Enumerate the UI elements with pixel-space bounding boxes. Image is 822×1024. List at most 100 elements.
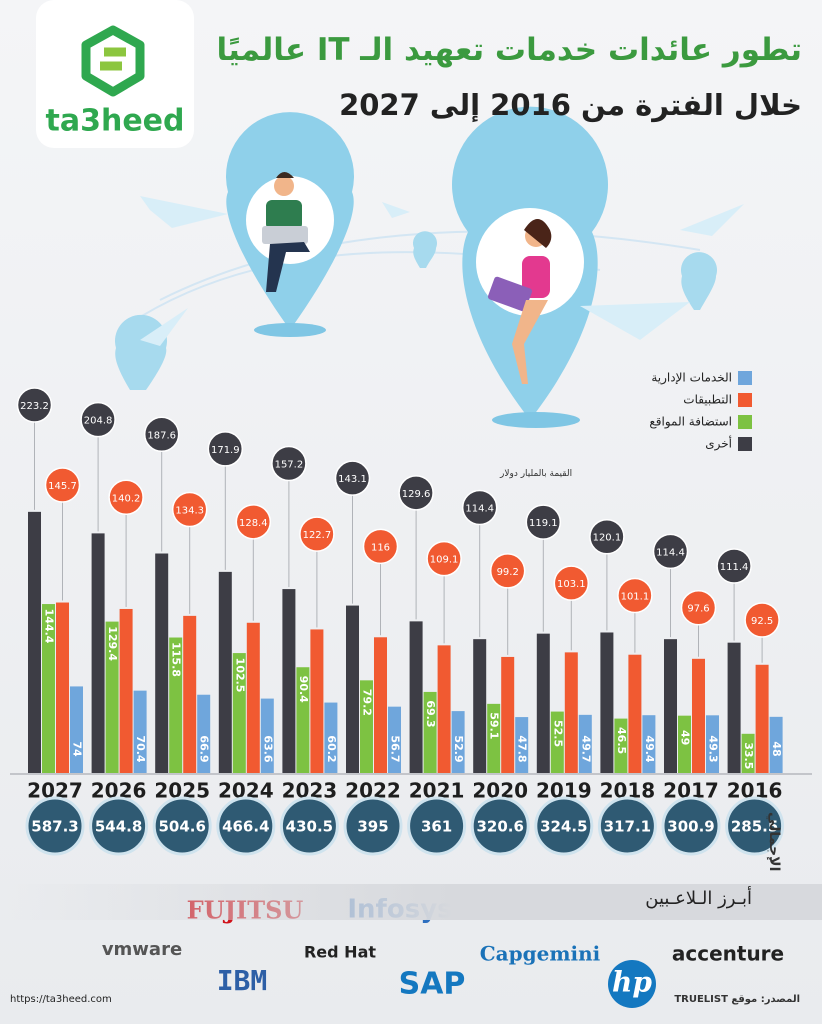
value-label: 103.1: [557, 579, 586, 590]
value-label: 49.3: [707, 735, 720, 762]
legend-swatch: [738, 393, 752, 407]
totals-label: الإجمالي: [766, 812, 782, 872]
total-label: 361: [421, 818, 452, 836]
bar: [324, 702, 338, 773]
bar: [246, 622, 260, 773]
value-label: 66.9: [198, 735, 211, 762]
value-label: 171.9: [211, 445, 240, 456]
value-bubble: [334, 460, 371, 496]
value-label: 144.4: [43, 609, 56, 644]
bar: [614, 718, 628, 773]
total-label: 430.5: [286, 818, 333, 836]
company-logo: vmware: [102, 939, 182, 960]
value-label: 134.3: [175, 506, 204, 517]
players-title: أبـرز الـلاعـبين: [645, 888, 752, 909]
players-band: [0, 884, 822, 920]
value-label: 99.2: [497, 567, 519, 578]
bar: [564, 652, 578, 773]
total-bubble: [216, 796, 276, 856]
bar: [133, 690, 147, 773]
total-bubble: [89, 796, 149, 856]
value-label: 92.5: [751, 616, 773, 627]
bar: [91, 533, 105, 773]
value-bubble: [652, 533, 689, 570]
value-label: 49.7: [579, 735, 592, 762]
legend-label: التطبيقات: [683, 393, 732, 407]
value-label: 102.5: [233, 658, 246, 693]
value-label: 143.1: [338, 474, 367, 485]
bar: [755, 664, 769, 773]
bar: [388, 706, 401, 773]
value-label: 70.4: [134, 735, 147, 762]
total-bubble: [152, 796, 212, 856]
bar: [451, 711, 465, 773]
bar: [487, 703, 501, 773]
legend-label: استضافة المواقع: [649, 415, 732, 430]
value-label: 111.4: [720, 562, 749, 573]
value-bubble: [716, 548, 752, 584]
value-label: 119.1: [529, 518, 558, 529]
legend-swatch: [738, 437, 752, 451]
total-label: 587.3: [31, 818, 78, 836]
value-bubble: [271, 445, 307, 482]
value-bubble: [461, 489, 498, 526]
value-label: 56.7: [389, 735, 402, 762]
bar: [741, 733, 755, 773]
url: https://ta3heed.com: [10, 994, 112, 1005]
bar: [296, 667, 310, 773]
value-label: 116: [371, 542, 390, 553]
value-label: 74: [71, 741, 84, 757]
value-bubble: [426, 540, 462, 577]
bar: [706, 715, 719, 773]
value-label: 129.6: [402, 489, 431, 500]
value-label: 128.4: [239, 518, 268, 529]
bar: [423, 691, 437, 773]
bar: [678, 715, 691, 773]
bar: [409, 621, 423, 773]
value-bubble: [108, 479, 144, 516]
value-bubble: [80, 401, 116, 438]
company-logo: Red Hat: [304, 943, 376, 962]
value-label: 157.2: [275, 460, 304, 471]
bar: [578, 714, 592, 773]
hp-badge: [608, 960, 656, 1008]
value-label: 115.8: [170, 642, 183, 677]
value-label: 145.7: [48, 481, 77, 492]
value-label: 122.7: [303, 530, 332, 541]
company-logo: accenture: [672, 942, 784, 966]
value-label: 140.2: [112, 493, 141, 504]
bar: [692, 658, 705, 773]
bar: [727, 642, 741, 773]
value-label: 63.6: [261, 735, 274, 762]
value-label: 187.6: [147, 430, 176, 441]
company-logo: SAP: [399, 967, 466, 1002]
bar: [218, 571, 232, 773]
bar: [501, 656, 515, 773]
total-label: 285.5: [731, 818, 778, 836]
value-label: 52.9: [452, 735, 465, 762]
bar: [664, 639, 677, 773]
bar: [197, 694, 211, 773]
bar: [600, 632, 614, 773]
value-label: 129.4: [106, 626, 119, 661]
bar: [515, 717, 529, 773]
bar: [70, 686, 83, 773]
value-label: 97.6: [687, 604, 709, 615]
value-bubble: [235, 504, 272, 540]
legend-swatch: [738, 371, 752, 385]
total-label: 466.4: [222, 818, 269, 836]
total-label: 300.9: [667, 818, 714, 836]
value-label: 223.2: [20, 401, 49, 412]
value-label: 48: [770, 741, 783, 756]
value-label: 120.1: [593, 533, 622, 544]
bar: [437, 645, 451, 773]
bar: [360, 680, 373, 773]
bar: [105, 621, 119, 773]
total-bubble: [661, 796, 721, 856]
total-bubble: [407, 796, 467, 856]
bar: [374, 637, 387, 773]
value-bubble: [589, 518, 625, 555]
total-bubble: [470, 796, 530, 856]
bar: [282, 589, 296, 773]
